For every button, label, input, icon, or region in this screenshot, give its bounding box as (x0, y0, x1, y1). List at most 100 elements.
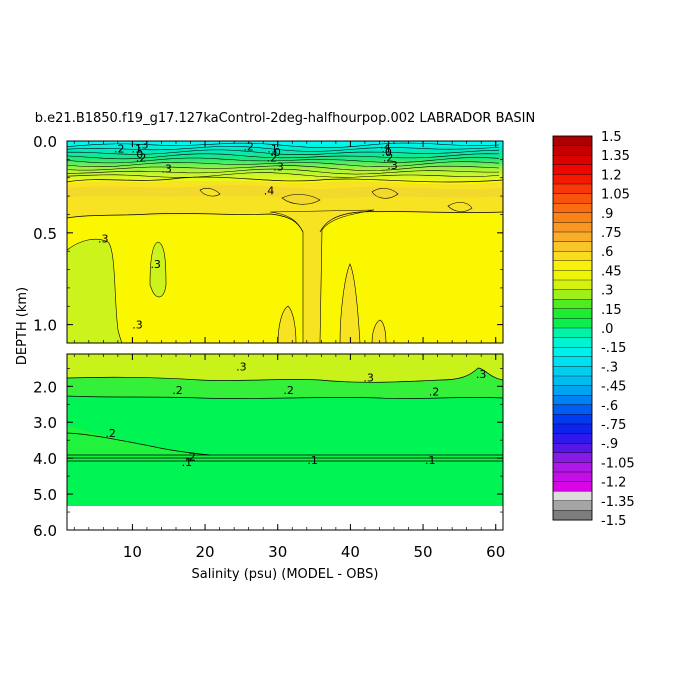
contour-label: .3 (161, 163, 172, 176)
y-tick-label: 3.0 (33, 414, 57, 432)
colorbar-swatch (552, 385, 593, 396)
colorbar-label: 1.35 (601, 149, 630, 164)
contour-label: .0 (381, 146, 392, 159)
colorbar-swatch (552, 452, 593, 463)
plume-mid-left (149, 241, 167, 298)
colorbar-swatch (552, 375, 593, 387)
colorbar: 1.5 1.35 1.2 1.05 .9 .75 .6 .45 .3 .15 .0 -.15 -.3 -.… (552, 130, 635, 529)
plume-1 (277, 305, 297, 343)
y-tick-label: 1.0 (33, 317, 57, 335)
contour-line (319, 211, 503, 233)
lower-panel (67, 354, 503, 530)
x-tick-label: 30 (268, 543, 287, 561)
colorbar-swatch (552, 347, 593, 358)
contour-label: .3 (138, 139, 149, 152)
colorbar-swatch (552, 154, 593, 166)
contour-line (447, 202, 473, 212)
contour-labels: .3.2.10.2.2.1.0.2.3.2.1.0.2.3.3.4.3.3.3.… (98, 139, 486, 469)
contour-line (67, 142, 500, 148)
contour-label: .2 (383, 152, 394, 165)
colorbar-swatch (552, 395, 593, 406)
colorbar-frame (552, 135, 593, 521)
colorbar-swatch (552, 414, 593, 425)
chart-title: b.e21.B1850.f19_g17.127kaControl-2deg-ha… (35, 111, 535, 126)
contour-line (67, 367, 503, 383)
contour-line (67, 168, 499, 175)
colorbar-swatch (552, 433, 593, 444)
contour-label: .1 (182, 456, 193, 469)
contour-label: .2 (136, 152, 147, 165)
colorbar-label: 1.2 (601, 168, 622, 183)
contour-label: .3 (98, 232, 109, 245)
colorbar-swatch (552, 231, 593, 243)
contour-line (371, 188, 399, 199)
y-axis-label: DEPTH (km) (15, 287, 30, 365)
colorbar-swatch (552, 193, 593, 204)
upper-panel-frame (66, 140, 504, 344)
colorbar-swatch (552, 270, 593, 281)
colorbar-swatch (552, 423, 593, 435)
colorbar-swatch (552, 327, 593, 339)
contour-label: .1 (307, 454, 318, 467)
colorbar-swatch (552, 145, 593, 156)
contour-label: .3 (476, 368, 487, 381)
contour-label: .1 (132, 142, 143, 155)
colorbar-swatch (552, 510, 593, 521)
plume-left (67, 238, 123, 343)
colorbar-label: -.6 (601, 399, 618, 414)
colorbar-swatch (552, 337, 593, 348)
contour-line (67, 161, 500, 167)
colorbar-label: .0 (601, 322, 613, 337)
y-tick-label: 6.0 (33, 522, 57, 540)
contour-label: .1 (425, 454, 436, 467)
plume-2 (339, 263, 361, 343)
colorbar-label: -1.05 (601, 456, 635, 471)
colorbar-swatch (552, 250, 593, 262)
contour-label: .1 (267, 142, 278, 155)
x-axis-label: Salinity (psu) (MODEL - OBS) (192, 567, 379, 582)
colorbar-swatch (552, 500, 593, 511)
colorbar-swatch (552, 299, 593, 310)
colorbar-swatch (552, 462, 593, 473)
colorbar-swatch (552, 279, 593, 291)
y-axis-lower: 2.0 3.0 4.0 5.0 6.0 (33, 368, 503, 540)
colorbar-swatch (552, 318, 593, 329)
colorbar-swatch (552, 308, 593, 319)
colorbar-label: -.75 (601, 418, 626, 433)
colorbar-swatch (552, 241, 593, 252)
contour-label: .4 (264, 185, 275, 198)
surface-layer (67, 141, 503, 181)
contour-line (67, 157, 500, 164)
contour-label: .2 (172, 384, 183, 397)
colorbar-swatch (552, 443, 593, 454)
contour-label: .3 (150, 258, 161, 271)
contour-label: .3 (363, 371, 374, 384)
contour-line (67, 176, 503, 183)
contour-label: .2 (105, 427, 116, 440)
contour-line (199, 188, 221, 197)
colorbar-swatch (552, 491, 593, 502)
colorbar-label: -.15 (601, 341, 626, 356)
contour-label: .2 (429, 386, 440, 399)
colorbar-label: 1.5 (601, 130, 622, 145)
colorbar-label: .15 (601, 303, 622, 318)
contour-lines-upper (67, 142, 500, 178)
colorbar-swatch (552, 202, 593, 214)
colorbar-label: -1.2 (601, 476, 626, 491)
contour-label: .2 (267, 152, 278, 165)
y-axis-upper: 0.00.51.0 (33, 133, 503, 344)
colorbar-swatch (552, 481, 593, 492)
contour-line (67, 146, 500, 152)
x-tick-label: 50 (414, 543, 433, 561)
upper-panel (67, 141, 503, 343)
contour-line (67, 172, 500, 178)
lower-band-mid (67, 426, 210, 455)
colorbar-swatch (552, 471, 593, 483)
colorbar-swatch (552, 356, 593, 367)
contour-line (281, 194, 321, 205)
contour-label: .1 (381, 142, 392, 155)
contour-line (67, 149, 500, 155)
contour-label: .2 (243, 141, 254, 154)
contour-label: .0 (270, 146, 281, 159)
